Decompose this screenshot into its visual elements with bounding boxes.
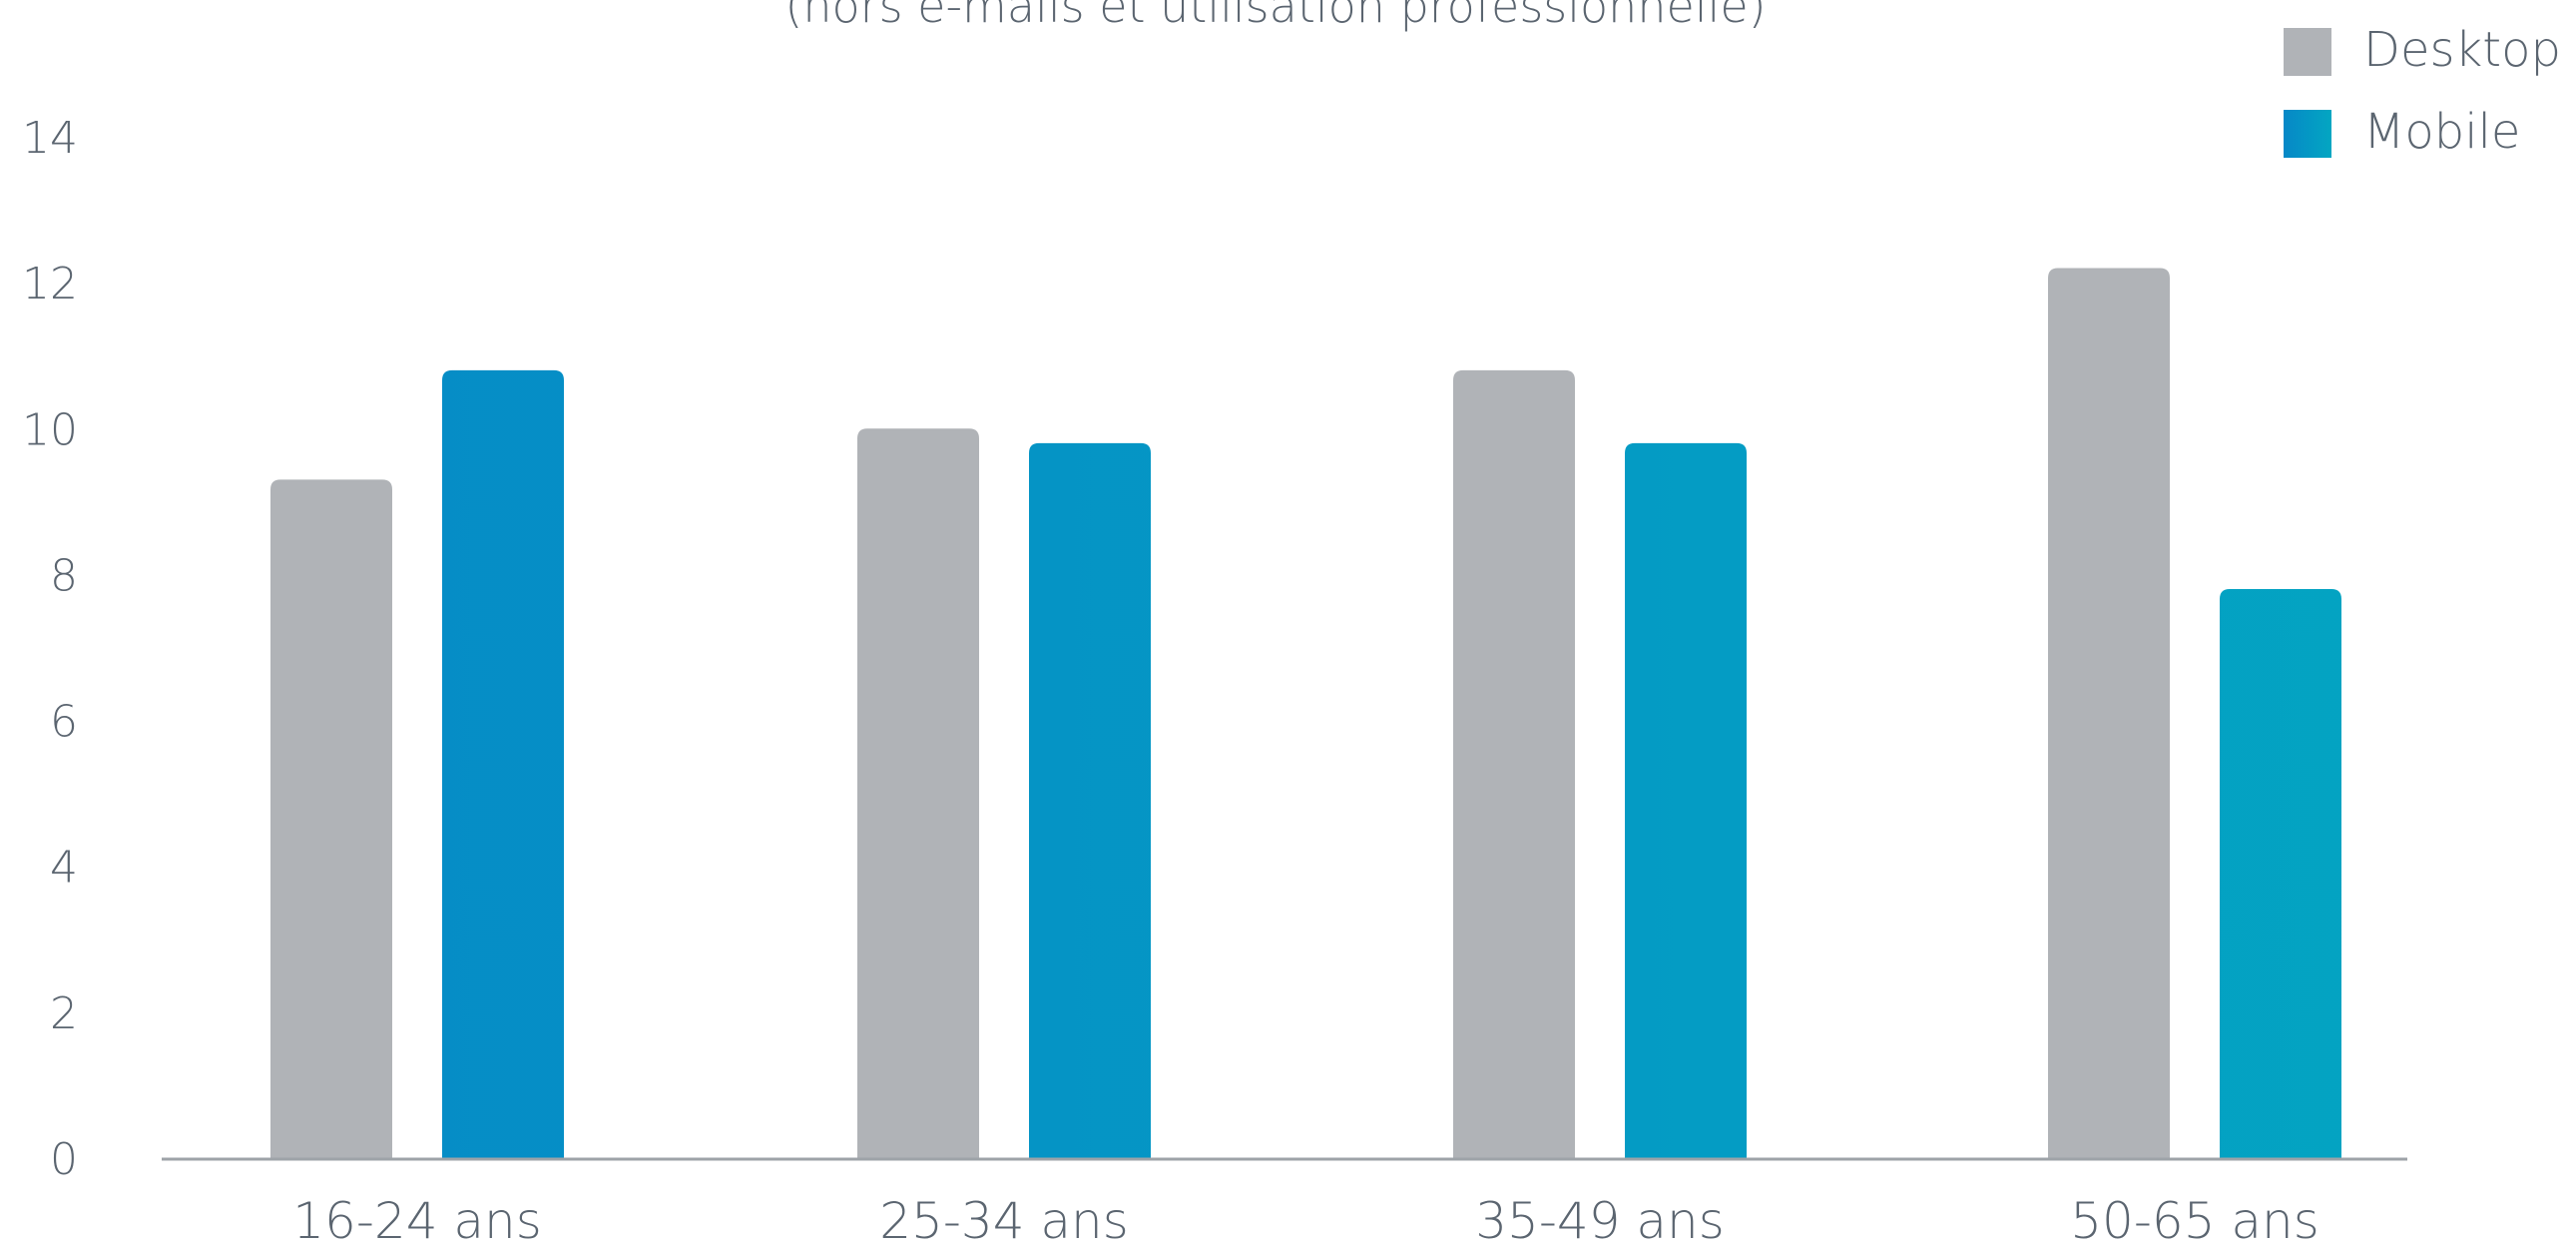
- legend-swatch-mobile: [2284, 110, 2331, 158]
- bar-desktop-1: [857, 428, 979, 1158]
- y-tick-label: 0: [50, 1134, 78, 1185]
- x-axis-category-labels: 16-24 ans 25-34 ans 35-49 ans 50-65 ans: [292, 1192, 2319, 1249]
- bar-mobile-2: [1625, 442, 1747, 1158]
- chart-subtitle: (hors e-mails et utilisation professionn…: [784, 0, 1766, 33]
- y-tick-label: 6: [50, 697, 78, 748]
- bar-desktop-2: [1453, 369, 1575, 1158]
- bars-group: [270, 268, 2341, 1159]
- y-tick-label: 2: [50, 988, 78, 1039]
- bar-mobile-0: [442, 369, 564, 1158]
- y-axis-tick-labels: 0 2 4 6 8 10 12 14: [22, 113, 78, 1185]
- bar-desktop-3: [2048, 268, 2170, 1158]
- bar-mobile-3: [2220, 589, 2341, 1158]
- x-category-label: 25-34 ans: [879, 1192, 1129, 1249]
- x-category-label: 35-49 ans: [1475, 1192, 1725, 1249]
- y-tick-label: 8: [50, 550, 78, 601]
- x-category-label: 16-24 ans: [292, 1192, 542, 1249]
- bar-desktop-0: [270, 479, 392, 1159]
- y-tick-label: 10: [22, 404, 78, 455]
- x-category-label: 50-65 ans: [2070, 1192, 2319, 1249]
- y-tick-label: 12: [22, 259, 78, 310]
- legend-label-desktop: Desktop: [2363, 22, 2561, 78]
- y-tick-label: 14: [22, 113, 78, 164]
- legend: Desktop Mobile: [2284, 22, 2561, 160]
- bar-mobile-1: [1029, 442, 1151, 1158]
- legend-label-mobile: Mobile: [2363, 104, 2520, 160]
- legend-swatch-desktop: [2284, 28, 2331, 76]
- y-tick-label: 4: [50, 843, 78, 894]
